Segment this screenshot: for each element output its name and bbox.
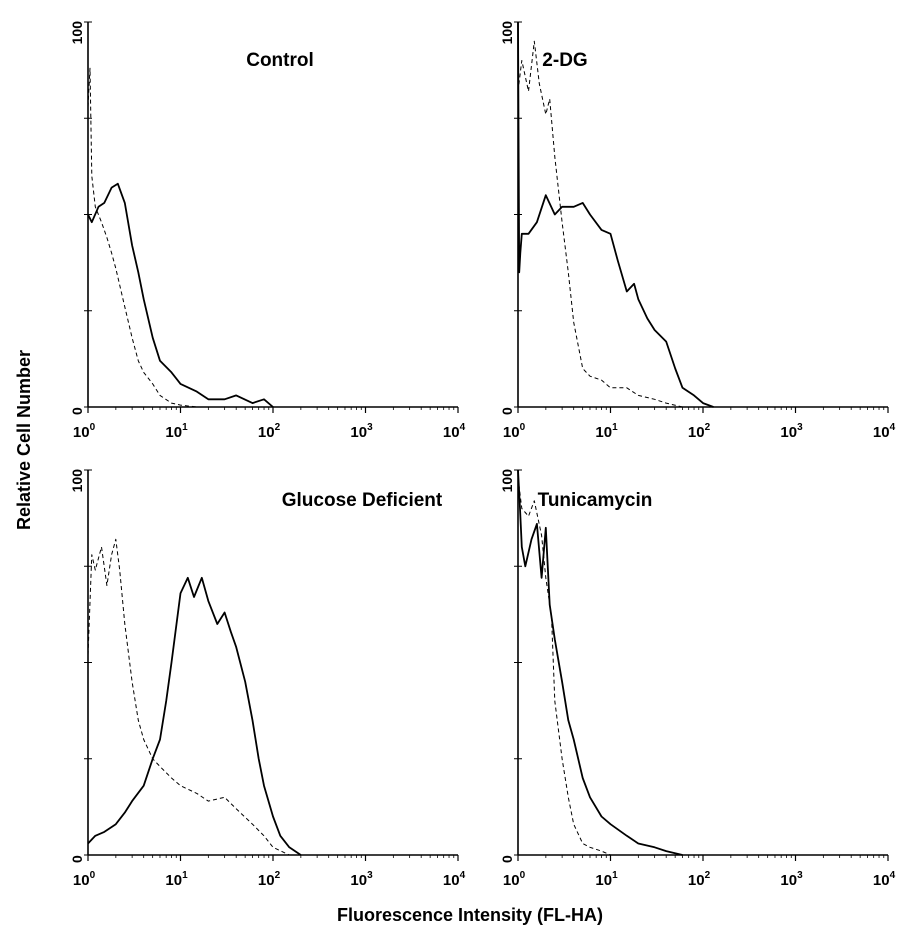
x-tick-label: 104 (443, 422, 466, 441)
x-tick-label: 104 (873, 870, 896, 889)
x-tick-label: 100 (73, 870, 96, 889)
histogram-panel-1: 0 100 100 101 102 103 104 Control (69, 21, 466, 441)
y-tick-label: 100 (69, 21, 85, 45)
y-tick-label: 100 (499, 21, 515, 45)
x-tick-label: 101 (165, 422, 188, 441)
x-tick-label: 101 (595, 422, 618, 441)
x-tick-label: 101 (165, 870, 188, 889)
x-tick-label: 100 (503, 870, 526, 889)
x-tick-label: 103 (350, 422, 373, 441)
x-tick-label: 104 (443, 870, 466, 889)
histogram-panel-2: 0 100 100 101 102 103 104 2-DG (499, 21, 896, 441)
panel-title: Control (246, 50, 314, 71)
x-tick-label: 102 (688, 870, 711, 889)
x-tick-label: 103 (780, 422, 803, 441)
y-tick-label: 0 (69, 407, 85, 415)
y-axis-title: Relative Cell Number (14, 350, 34, 530)
x-axis-title: Fluorescence Intensity (FL-HA) (337, 905, 603, 925)
solid-histogram-line (518, 470, 683, 855)
histogram-panel-4: 0 100 100 101 102 103 104 Tunicamycin (499, 469, 896, 889)
x-tick-label: 100 (73, 422, 96, 441)
panel-title: Tunicamycin (538, 490, 653, 511)
x-tick-label: 102 (688, 422, 711, 441)
panel-title: 2-DG (542, 50, 587, 71)
x-tick-label: 100 (503, 422, 526, 441)
y-tick-label: 100 (69, 469, 85, 493)
dashed-histogram-line (518, 41, 683, 407)
dashed-histogram-line (518, 478, 611, 855)
x-tick-label: 103 (350, 870, 373, 889)
solid-histogram-line (88, 578, 301, 855)
x-tick-label: 101 (595, 870, 618, 889)
panel-title: Glucose Deficient (282, 490, 443, 511)
panels-group: 0 100 100 101 102 103 104 Control 0 100 100 101 102 1… (69, 21, 896, 889)
y-tick-label: 0 (499, 855, 515, 863)
solid-histogram-line (518, 22, 714, 407)
x-tick-label: 103 (780, 870, 803, 889)
dashed-histogram-line (88, 68, 197, 407)
y-tick-label: 0 (499, 407, 515, 415)
dashed-histogram-line (88, 539, 289, 855)
histogram-panel-3: 0 100 100 101 102 103 104 Glucose Deficient (69, 469, 466, 889)
solid-histogram-line (88, 184, 273, 407)
x-tick-label: 102 (258, 870, 281, 889)
x-tick-label: 104 (873, 422, 896, 441)
x-tick-label: 102 (258, 422, 281, 441)
y-tick-label: 0 (69, 855, 85, 863)
y-tick-label: 100 (499, 469, 515, 493)
